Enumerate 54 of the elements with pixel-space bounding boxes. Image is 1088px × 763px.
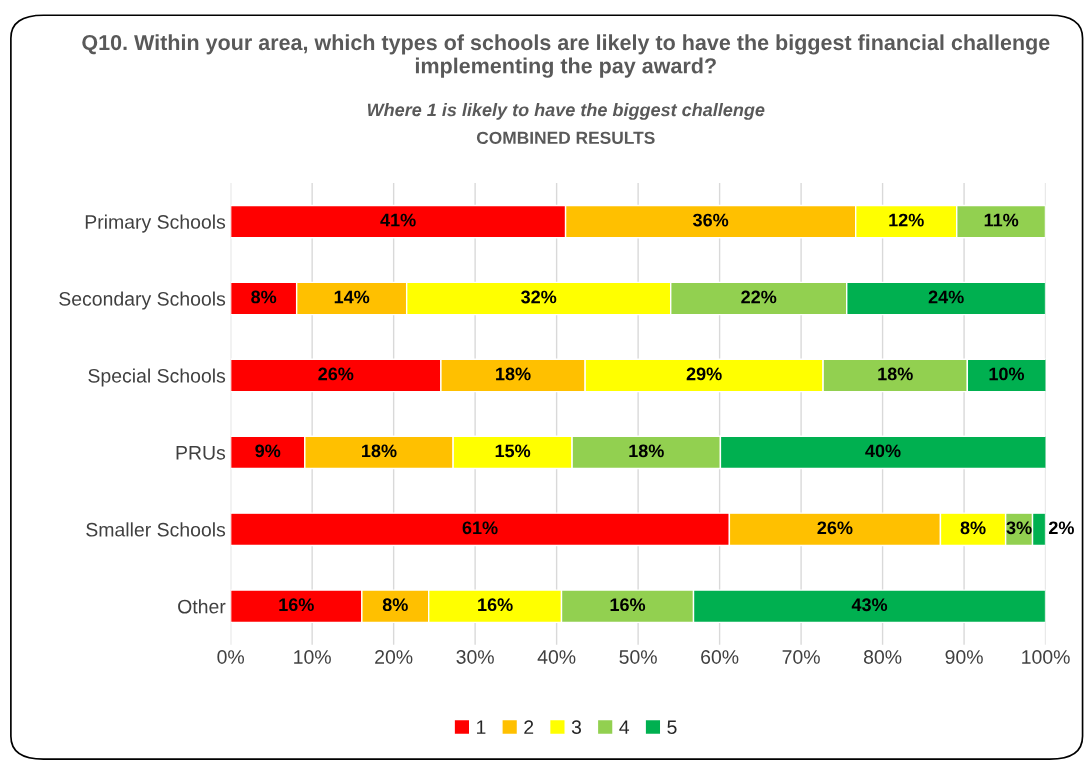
data-label: 22%: [741, 290, 777, 304]
data-label: 43%: [851, 598, 888, 612]
x-tick-label: 0%: [217, 650, 245, 664]
data-label: 15%: [495, 444, 531, 458]
data-label: 40%: [865, 444, 901, 458]
data-label: 18%: [496, 367, 531, 381]
x-tick-label: 100%: [1022, 650, 1070, 664]
chart-subtitle: Where 1 is likely to have the biggest challenge: [367, 103, 765, 120]
y-tick-label: Secondary Schools: [59, 291, 226, 310]
chart-title: Q10. Within your area, which types of schools are likely to have the biggest financial challenge implementing the pay award?: [82, 34, 1050, 78]
data-label: 18%: [362, 444, 397, 458]
legend-label: 3: [571, 720, 582, 735]
data-label: 3%: [1006, 521, 1032, 535]
data-label: 2%: [1048, 521, 1074, 535]
data-label: 24%: [928, 290, 964, 304]
data-label: 8%: [960, 521, 986, 535]
x-tick-label: 60%: [701, 650, 739, 664]
data-label: 16%: [478, 598, 513, 612]
data-label: 18%: [629, 444, 664, 458]
legend-label: 1: [477, 720, 486, 734]
data-label: 29%: [686, 367, 722, 381]
x-tick-label: 50%: [619, 650, 657, 664]
data-label: 9%: [255, 444, 281, 458]
data-label: 32%: [521, 290, 557, 304]
data-label: 8%: [382, 598, 408, 612]
data-label: 36%: [692, 213, 729, 227]
x-tick-label: 80%: [863, 650, 902, 664]
x-tick-label: 10%: [294, 650, 331, 664]
data-label: 41%: [380, 213, 416, 227]
x-tick-label: 90%: [945, 650, 983, 664]
data-label: 8%: [251, 290, 277, 304]
data-label: 18%: [878, 367, 913, 381]
legend-label: 4: [619, 720, 630, 734]
data-label: 10%: [989, 367, 1025, 381]
x-tick-label: 70%: [782, 650, 820, 664]
legend-label: 2: [524, 720, 534, 734]
x-tick-label: 40%: [537, 650, 576, 664]
text: COMBINED RESULTS: [476, 131, 655, 144]
data-label: 26%: [817, 521, 853, 535]
y-tick-label: Other: [178, 599, 226, 614]
y-tick-label: Primary Schools: [85, 214, 226, 233]
y-tick-label: PRUs: [176, 446, 226, 460]
data-label: 26%: [318, 367, 354, 381]
y-tick-label: Special Schools: [88, 368, 226, 387]
x-tick-label: 30%: [456, 650, 494, 664]
data-label: 16%: [610, 598, 646, 612]
data-label: 12%: [889, 213, 924, 227]
data-label: 61%: [462, 521, 498, 535]
y-tick-label: Smaller Schools: [86, 522, 226, 537]
legend-label: 5: [667, 720, 677, 735]
x-tick-label: 20%: [375, 650, 413, 664]
data-label: 14%: [334, 290, 370, 304]
data-label: 11%: [984, 213, 1019, 227]
data-label: 16%: [279, 598, 314, 612]
